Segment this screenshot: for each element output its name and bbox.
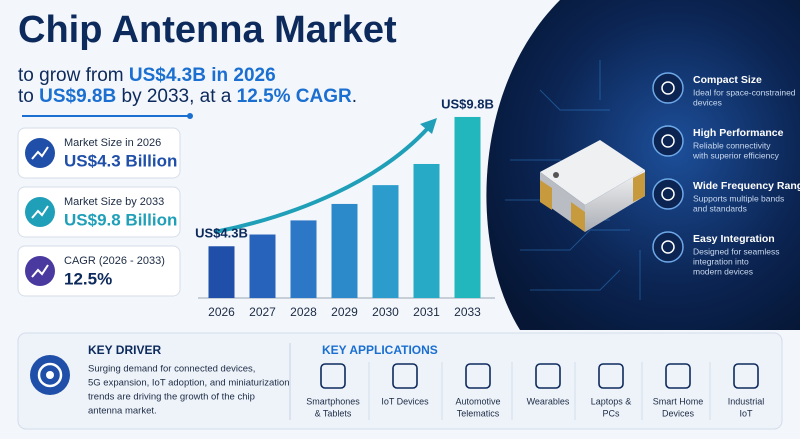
stat-value: US$4.3 Billion xyxy=(64,151,177,170)
bar xyxy=(249,234,276,298)
application-icon xyxy=(465,363,491,389)
subtitle-text: . xyxy=(352,86,357,107)
driver-title: KEY DRIVER xyxy=(88,343,161,357)
application-icon xyxy=(665,363,691,389)
subtitle: to grow from US$4.3B in 2026 xyxy=(18,65,276,86)
application-icon xyxy=(535,363,561,389)
driver-text: 5G expansion, IoT adoption, and miniatur… xyxy=(88,378,290,389)
application-label: Telematics xyxy=(457,408,500,418)
subtitle-highlight: US$4.3B in 2026 xyxy=(129,65,276,86)
application-icon xyxy=(392,363,418,389)
feature-title: Compact Size xyxy=(693,74,762,86)
stat-value: US$9.8 Billion xyxy=(64,210,177,229)
value-label: US$4.3B xyxy=(195,226,248,241)
feature-icon xyxy=(652,72,684,104)
application-icon xyxy=(733,363,759,389)
application-label: PCs xyxy=(602,408,620,418)
driver-text: Surging demand for connected devices, xyxy=(88,364,255,375)
application-label: Smartphones xyxy=(306,396,360,406)
bottom-panel xyxy=(17,332,783,430)
driver-text: antenna market. xyxy=(88,406,157,417)
feature-desc: and standards xyxy=(693,203,747,213)
chip-image xyxy=(540,140,645,232)
feature-desc: devices xyxy=(693,97,722,107)
application-icon xyxy=(320,363,346,389)
application-label: Industrial xyxy=(728,396,765,406)
driver-icon-dot xyxy=(46,371,54,379)
stat-label: CAGR (2026 - 2033) xyxy=(64,255,165,267)
circuit-panel xyxy=(486,0,800,330)
feature-desc: Ideal for space-constrained xyxy=(693,87,796,97)
application-label: Devices xyxy=(662,408,695,418)
subtitle-highlight: 12.5% CAGR xyxy=(237,86,352,107)
stat-icon-glyph xyxy=(31,205,49,219)
bar xyxy=(413,163,440,298)
value-label: US$9.8B xyxy=(441,96,494,111)
underline-dot xyxy=(187,113,193,119)
x-tick-label: 2029 xyxy=(331,305,358,319)
stat-card xyxy=(17,127,181,179)
stat-label: Market Size by 2033 xyxy=(64,196,164,208)
application-label: Automotive xyxy=(455,396,500,406)
x-tick-label: 2030 xyxy=(372,305,399,319)
feature-title: High Performance xyxy=(693,127,784,139)
x-tick-label: 2028 xyxy=(290,305,317,319)
stat-icon-glyph xyxy=(31,264,49,278)
x-tick-label: 2026 xyxy=(208,305,235,319)
feature-desc: Reliable connectivity xyxy=(693,140,771,150)
stat-icon-glyph xyxy=(31,146,49,160)
feature-icon-glyph xyxy=(661,187,675,201)
subtitle-text: to grow from xyxy=(18,65,129,86)
feature-title: Easy Integration xyxy=(693,233,775,245)
bar xyxy=(372,185,399,298)
bar xyxy=(290,220,317,298)
stat-card xyxy=(17,186,181,238)
title: Chip Antenna Market xyxy=(18,9,397,51)
feature-title: Wide Frequency Range xyxy=(693,180,800,192)
subtitle-text: by 2033, at a xyxy=(116,86,236,107)
x-tick-label: 2031 xyxy=(413,305,440,319)
driver-icon-ring xyxy=(37,362,63,388)
application-label: IoT Devices xyxy=(381,396,429,406)
application-icon xyxy=(598,363,624,389)
feature-icon-glyph xyxy=(661,134,675,148)
feature-desc: modern devices xyxy=(693,266,753,276)
subtitle: to US$9.8B by 2033, at a 12.5% CAGR. xyxy=(18,86,357,107)
application-label: Smart Home xyxy=(653,396,704,406)
application-label: Wearables xyxy=(527,396,570,406)
subtitle-highlight: US$9.8B xyxy=(39,86,116,107)
feature-icon-glyph xyxy=(661,240,675,254)
feature-desc: Supports multiple bands xyxy=(693,193,784,203)
application-label: IoT xyxy=(739,408,753,418)
subtitle-text: to xyxy=(18,86,39,107)
feature-desc: Designed for seamless xyxy=(693,246,779,256)
feature-icon xyxy=(652,231,684,263)
bar xyxy=(454,116,481,298)
feature-icon xyxy=(652,125,684,157)
application-label: Laptops & xyxy=(591,396,632,406)
feature-icon xyxy=(652,178,684,210)
stat-value: 12.5% xyxy=(64,269,112,288)
stat-label: Market Size in 2026 xyxy=(64,137,161,149)
arrow-head xyxy=(420,118,437,134)
applications-title: KEY APPLICATIONS xyxy=(322,343,438,357)
bar xyxy=(331,203,358,298)
x-tick-label: 2033 xyxy=(454,305,481,319)
feature-desc: with superior efficiency xyxy=(692,150,780,160)
stat-card xyxy=(17,245,181,297)
x-tick-label: 2027 xyxy=(249,305,276,319)
feature-icon-glyph xyxy=(661,81,675,95)
bar xyxy=(208,246,235,298)
driver-text: trends are driving the growth of the chi… xyxy=(88,392,255,403)
application-label: & Tablets xyxy=(315,408,352,418)
growth-arrow xyxy=(214,126,430,234)
feature-desc: integration into xyxy=(693,256,749,266)
